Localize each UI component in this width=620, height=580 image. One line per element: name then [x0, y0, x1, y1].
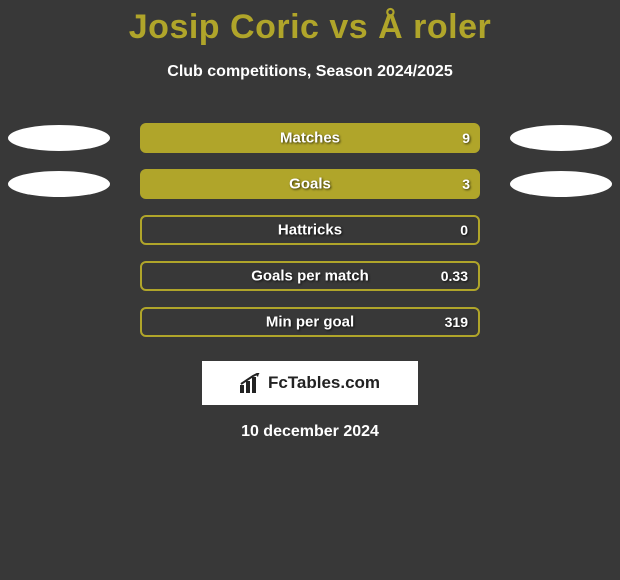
stat-label: Min per goal — [142, 314, 478, 331]
left-dot-icon — [8, 125, 110, 151]
brand-badge: FcTables.com — [202, 361, 418, 405]
subtitle: Club competitions, Season 2024/2025 — [0, 63, 620, 81]
stat-bar: Matches9 — [140, 123, 480, 153]
brand-chart-icon — [240, 373, 262, 393]
comparison-chart: Matches9Goals3Hattricks0Goals per match0… — [0, 115, 620, 345]
stat-value: 0 — [460, 222, 468, 238]
stat-row: Min per goal319 — [0, 299, 620, 345]
right-dot-icon — [510, 171, 612, 197]
stat-bar: Min per goal319 — [140, 307, 480, 337]
stat-bar: Goals per match0.33 — [140, 261, 480, 291]
stat-row: Goals3 — [0, 161, 620, 207]
stat-label: Goals per match — [142, 268, 478, 285]
stat-label: Hattricks — [142, 222, 478, 239]
brand-text: FcTables.com — [268, 373, 380, 393]
stat-bar-fill — [140, 123, 480, 153]
infographic-root: Josip Coric vs Å roler Club competitions… — [0, 0, 620, 580]
stat-row: Goals per match0.33 — [0, 253, 620, 299]
date-label: 10 december 2024 — [0, 423, 620, 441]
stat-row: Matches9 — [0, 115, 620, 161]
right-dot-icon — [510, 125, 612, 151]
stat-value: 0.33 — [441, 268, 468, 284]
stat-bar: Hattricks0 — [140, 215, 480, 245]
stat-bar-fill — [140, 169, 480, 199]
left-dot-icon — [8, 171, 110, 197]
stat-value: 319 — [445, 314, 468, 330]
stat-row: Hattricks0 — [0, 207, 620, 253]
page-title: Josip Coric vs Å roler — [0, 0, 620, 47]
stat-bar: Goals3 — [140, 169, 480, 199]
